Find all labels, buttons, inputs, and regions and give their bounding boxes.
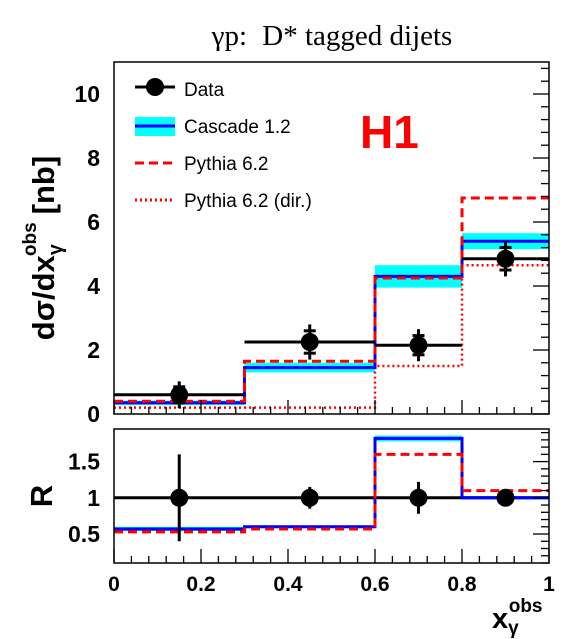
x-label-main: x xyxy=(492,603,508,635)
y-axis-label-bottom: R xyxy=(24,485,59,507)
y-tick-label: 8 xyxy=(87,145,100,171)
legend-label-pythia-dir: Pythia 6.2 (dir.) xyxy=(184,191,312,212)
x-tick-label: 0.4 xyxy=(273,573,303,596)
cascade-histogram xyxy=(114,239,549,405)
data-point-0 xyxy=(170,385,189,404)
ratio-panel: 0 0.2 0.4 0.6 0.8 1 0.5 1 1.5 xyxy=(68,428,555,596)
ratio-points-layer xyxy=(170,454,515,542)
y-axis-label-top: dσ/dxγobs [nb] xyxy=(20,156,67,340)
y-label-sup: obs xyxy=(20,222,41,256)
data-point-2 xyxy=(409,336,428,355)
legend-item-pythia-dir: Pythia 6.2 (dir.) xyxy=(135,191,312,212)
plot-frame xyxy=(113,428,550,564)
legend-item-cascade: Cascade 1.2 xyxy=(135,117,291,138)
x-tick-label: 1 xyxy=(543,573,555,596)
legend-item-pythia: Pythia 6.2 xyxy=(135,154,269,175)
cross-section-panel: 0 2 4 6 8 10 xyxy=(74,61,550,427)
cross-section-axes: 0 2 4 6 8 10 xyxy=(74,61,550,427)
x-tick-label: 0.6 xyxy=(360,573,389,596)
pythia-histogram xyxy=(114,196,549,403)
chart-title: γp: D* tagged dijets xyxy=(211,20,453,52)
legend-label-cascade: Cascade 1.2 xyxy=(184,117,291,138)
data-point-1 xyxy=(300,333,319,351)
h1-logo: H1 xyxy=(360,106,419,158)
data-point-3 xyxy=(496,488,515,507)
chart-title-rest: D* tagged dijets xyxy=(262,20,452,52)
y-tick-label: 6 xyxy=(87,209,100,235)
x-tick-label: 0 xyxy=(108,573,120,596)
legend-item-data: Data xyxy=(135,78,225,101)
data-point-0 xyxy=(170,488,189,507)
mc-histogram-layer xyxy=(114,196,549,409)
legend-data-marker xyxy=(146,78,164,96)
data-point-3 xyxy=(496,249,515,268)
legend-label-pythia: Pythia 6.2 xyxy=(184,154,269,175)
data-point-2 xyxy=(409,488,428,507)
x-label-sub: γ xyxy=(508,618,519,639)
y-tick-label: 0 xyxy=(87,401,100,427)
y-label-sub: γ xyxy=(45,243,67,255)
chart-title-prefix: γp: xyxy=(211,20,247,52)
x-label-sup: obs xyxy=(509,596,543,617)
y-tick-label: 0.5 xyxy=(68,521,100,547)
x-axis-label: xγobs xyxy=(492,596,543,639)
y-tick-label: 2 xyxy=(87,337,100,363)
y-tick-label: 1 xyxy=(87,485,100,511)
x-tick-label: 0.2 xyxy=(186,573,215,596)
x-tick-label: 0.8 xyxy=(447,573,477,596)
plot-frame xyxy=(113,61,550,415)
pythia-histogram xyxy=(114,452,549,534)
legend-label-data: Data xyxy=(184,80,225,101)
legend: Data Cascade 1.2 Pythia 6.2 Pythia 6.2 (… xyxy=(135,78,312,212)
ratio-axes: 0 0.2 0.4 0.6 0.8 1 0.5 1 1.5 xyxy=(68,428,555,596)
data-points-layer xyxy=(114,241,549,409)
y-label-unit: [nb] xyxy=(26,156,61,215)
y-tick-label: 10 xyxy=(74,81,100,107)
data-point-1 xyxy=(300,488,319,507)
y-tick-label: 4 xyxy=(87,273,100,299)
y-tick-label: 1.5 xyxy=(68,449,100,475)
y-label-main: dσ/dx xyxy=(26,254,61,340)
